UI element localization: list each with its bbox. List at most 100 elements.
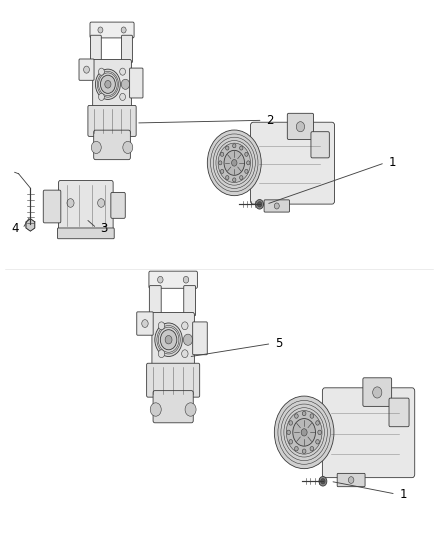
Circle shape [274,396,334,469]
FancyBboxPatch shape [287,114,314,140]
Circle shape [158,350,165,358]
Circle shape [274,203,279,209]
Circle shape [319,477,327,486]
Circle shape [142,320,148,327]
Polygon shape [26,219,35,231]
Text: 4: 4 [11,222,19,235]
Text: 2: 2 [266,114,274,127]
Circle shape [121,27,126,33]
Circle shape [301,429,307,436]
FancyBboxPatch shape [149,271,198,288]
Circle shape [100,75,115,93]
Circle shape [158,322,165,330]
FancyBboxPatch shape [322,388,415,478]
Circle shape [219,161,222,165]
Circle shape [207,130,261,196]
Circle shape [289,421,293,425]
FancyBboxPatch shape [94,130,131,160]
Circle shape [233,144,236,148]
Circle shape [91,141,101,154]
Circle shape [84,66,89,73]
FancyBboxPatch shape [43,190,61,223]
Circle shape [296,122,304,132]
Circle shape [120,68,126,75]
FancyBboxPatch shape [363,378,392,406]
Circle shape [256,199,264,209]
Circle shape [247,161,250,165]
Circle shape [240,146,243,150]
Text: 3: 3 [100,222,108,235]
Circle shape [295,447,298,451]
Circle shape [226,146,229,150]
Circle shape [160,330,177,350]
FancyBboxPatch shape [153,391,193,423]
Circle shape [321,479,325,484]
Circle shape [226,175,229,180]
FancyBboxPatch shape [137,312,153,335]
Circle shape [150,403,161,416]
Circle shape [310,414,314,418]
Text: 1: 1 [399,488,407,500]
Circle shape [220,152,224,156]
Circle shape [220,169,224,173]
FancyBboxPatch shape [121,35,132,62]
FancyBboxPatch shape [149,286,161,321]
FancyBboxPatch shape [88,106,136,136]
Circle shape [165,336,172,344]
Circle shape [105,80,111,88]
Circle shape [98,199,105,207]
Circle shape [245,152,248,156]
Circle shape [302,449,306,454]
Circle shape [295,414,298,418]
Circle shape [316,421,319,425]
Circle shape [348,477,354,483]
Circle shape [123,141,133,154]
FancyBboxPatch shape [59,181,113,230]
Circle shape [232,159,237,166]
Circle shape [98,27,103,33]
Circle shape [182,350,188,358]
Text: 5: 5 [275,337,282,350]
Circle shape [155,323,182,357]
FancyBboxPatch shape [251,122,335,204]
FancyBboxPatch shape [90,22,134,38]
Circle shape [95,69,120,100]
Circle shape [158,277,163,283]
FancyBboxPatch shape [93,60,131,109]
FancyBboxPatch shape [311,132,329,158]
FancyBboxPatch shape [264,200,290,212]
Circle shape [185,403,196,416]
FancyBboxPatch shape [111,192,125,219]
FancyBboxPatch shape [79,59,94,80]
Circle shape [310,447,314,451]
Circle shape [184,334,193,345]
Circle shape [183,277,189,283]
Circle shape [121,79,130,90]
Circle shape [99,93,104,100]
FancyBboxPatch shape [130,68,143,98]
Circle shape [293,418,315,446]
FancyBboxPatch shape [57,228,114,239]
Circle shape [182,322,188,330]
FancyBboxPatch shape [193,322,207,355]
Circle shape [286,410,322,454]
FancyBboxPatch shape [389,398,409,427]
Circle shape [258,201,262,207]
FancyBboxPatch shape [152,312,194,367]
Text: 1: 1 [389,156,396,169]
Circle shape [99,68,104,75]
Circle shape [289,440,293,444]
Circle shape [245,169,248,173]
Circle shape [233,178,236,182]
FancyBboxPatch shape [184,286,196,316]
Circle shape [287,430,290,434]
Circle shape [67,199,74,207]
FancyBboxPatch shape [90,35,101,68]
Circle shape [224,150,244,175]
Circle shape [120,93,126,100]
Circle shape [218,143,251,182]
FancyBboxPatch shape [147,364,200,397]
Circle shape [316,440,319,444]
Circle shape [240,175,243,180]
Circle shape [318,430,321,434]
